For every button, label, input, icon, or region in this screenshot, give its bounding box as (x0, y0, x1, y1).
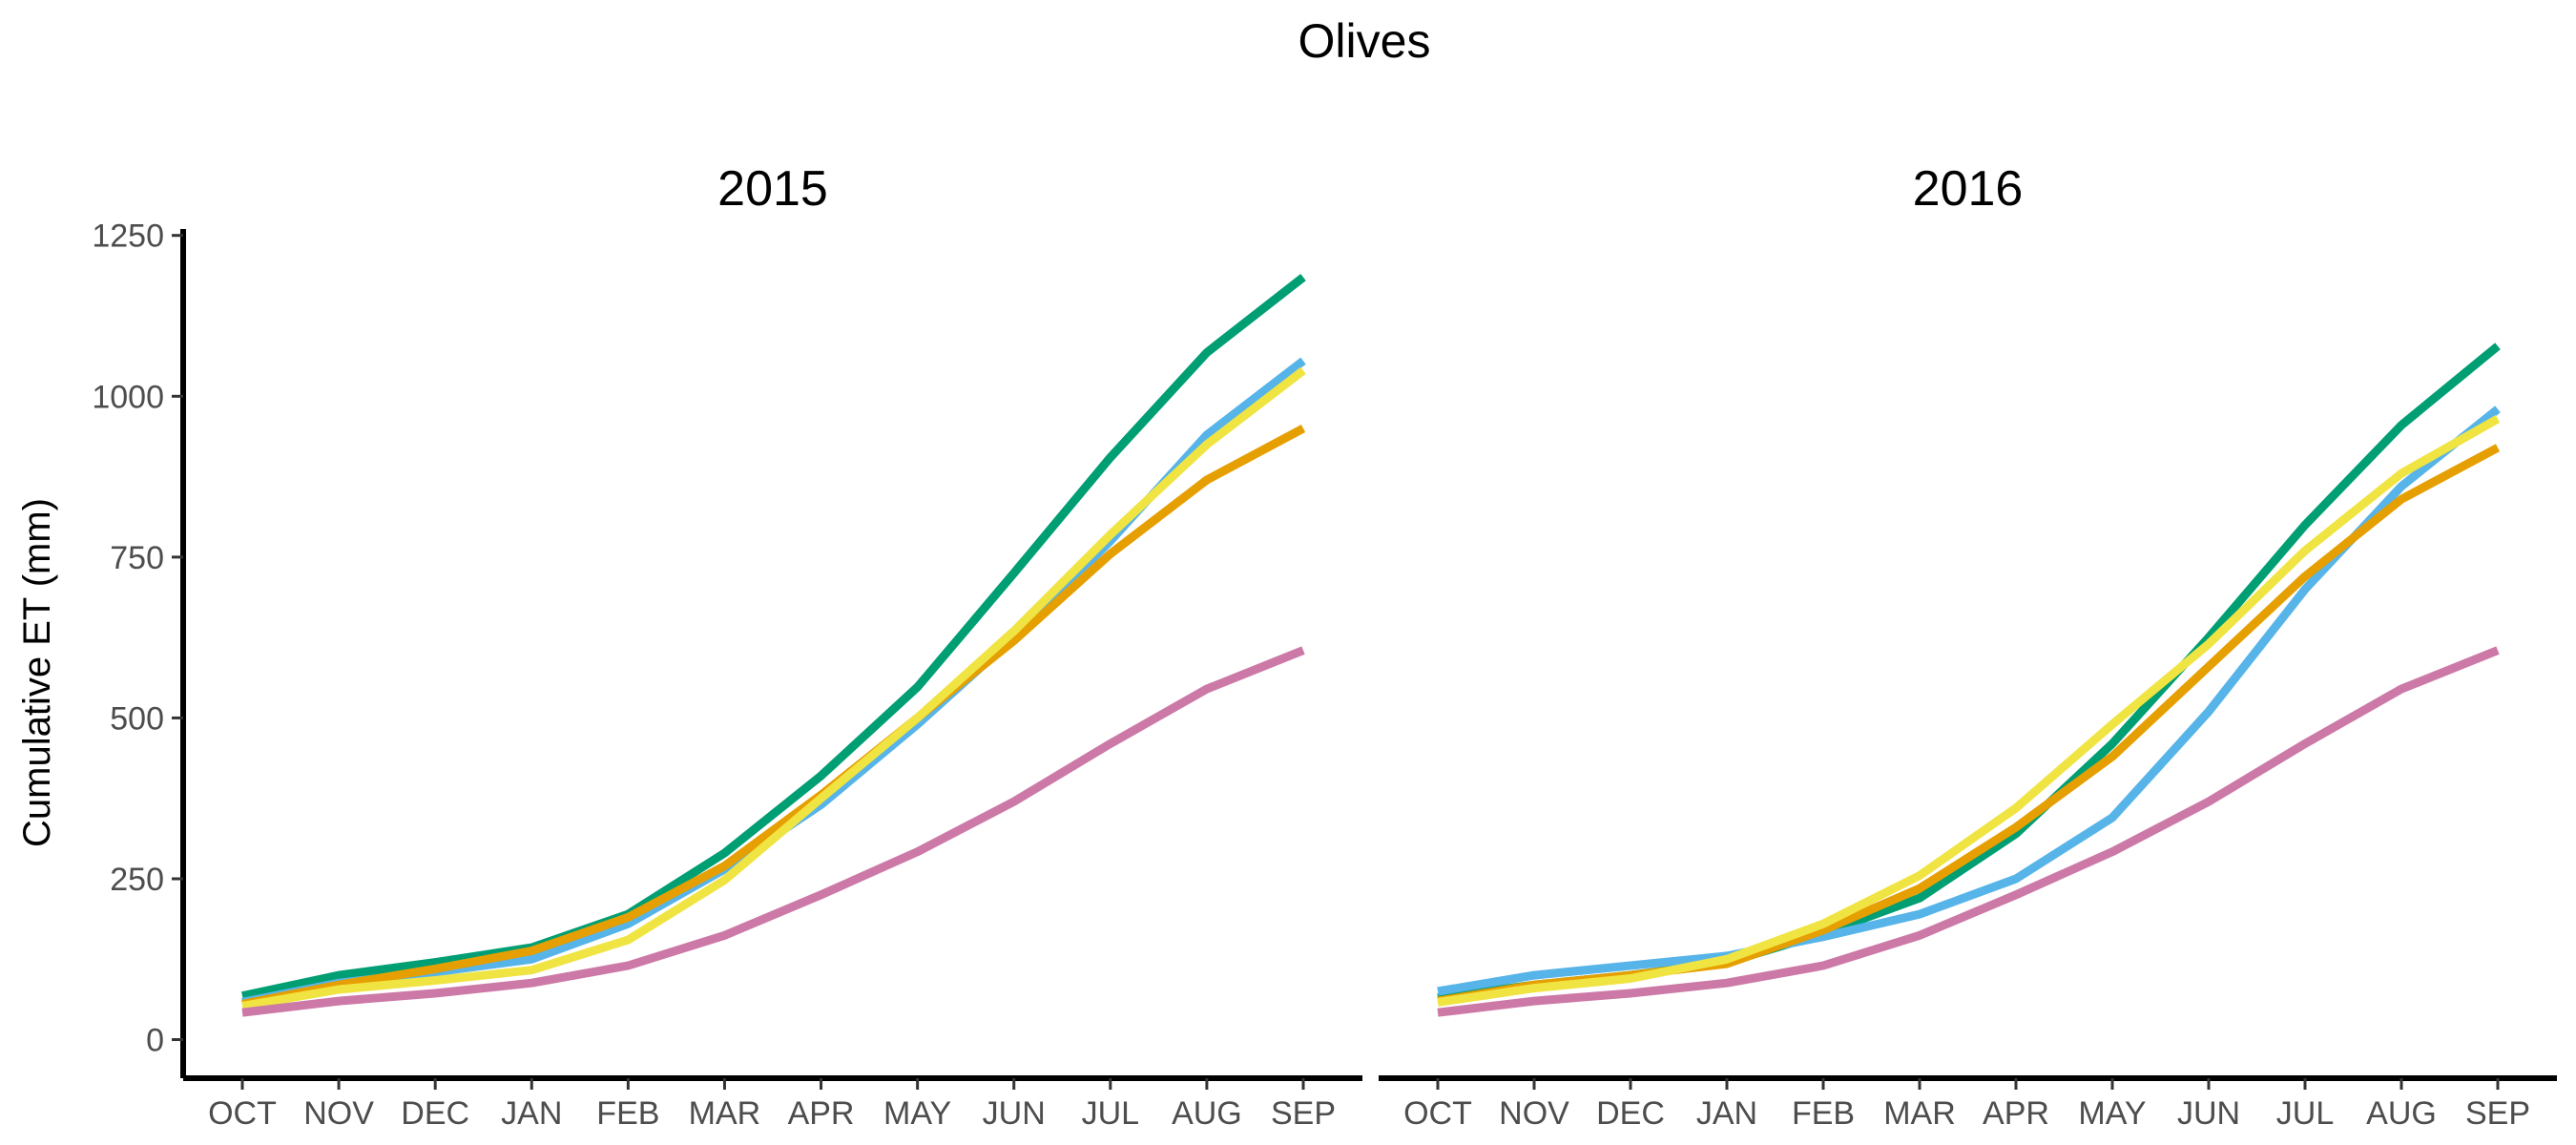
x-tick-label: APR (788, 1095, 855, 1132)
x-tick-label: MAY (2078, 1095, 2146, 1132)
chart-title: Olives (1298, 14, 1431, 68)
x-tick-label: FEB (1792, 1095, 1855, 1132)
series-line-4 (241, 366, 1306, 1010)
x-tick-label: MAR (689, 1095, 761, 1132)
panel-title: 2016 (1913, 161, 2024, 217)
x-tick-label: NOV (303, 1095, 374, 1132)
x-tick-label: JUN (983, 1095, 1046, 1132)
y-tick-label: 1250 (92, 219, 164, 255)
x-tick-label: DEC (1596, 1095, 1665, 1132)
x-tick-label: MAR (1883, 1095, 1956, 1132)
x-tick-label: JAN (1696, 1095, 1757, 1132)
series-line-3 (241, 425, 1306, 1009)
x-tick-label: NOV (1499, 1095, 1569, 1132)
series-line-4 (1437, 414, 2501, 1007)
series-line-2 (241, 357, 1306, 1007)
panel-2016: 2016 OCT NOV DEC JAN FEB MAR APR MAY JUN JUL AUG SEP (1379, 161, 2557, 1132)
x-tick-label: JUL (1082, 1095, 1139, 1132)
x-tick-label: SEP (1271, 1095, 1336, 1132)
x-tick-label: AUG (1172, 1095, 1242, 1132)
y-axis-label: Cumulative ET (mm) (16, 498, 58, 847)
x-tick-label: FEB (596, 1095, 659, 1132)
x-tick-label: AUG (2366, 1095, 2437, 1132)
series-line-2 (1437, 406, 2501, 996)
panel-2015: 2015 0 250 500 750 1000 1250 OCT NOV DEC JAN FEB MAR… (92, 161, 1362, 1132)
series-line-5 (241, 646, 1305, 1017)
y-tick-label: 500 (110, 700, 164, 737)
panel-title: 2015 (717, 161, 828, 217)
x-tick-label: JAN (501, 1095, 562, 1132)
y-tick-label: 250 (110, 862, 164, 898)
x-tick-label: MAY (883, 1095, 951, 1132)
x-tick-label: OCT (1403, 1095, 1472, 1132)
y-tick-label: 0 (146, 1023, 164, 1059)
x-tick-label: DEC (401, 1095, 469, 1132)
y-tick-label: 1000 (92, 379, 164, 415)
chart-panels: 2015 0 250 500 750 1000 1250 OCT NOV DEC JAN FEB MAR… (92, 161, 2557, 1132)
x-tick-label: OCT (208, 1095, 277, 1132)
x-tick-label: JUL (2276, 1095, 2334, 1132)
y-tick-label: 750 (110, 540, 164, 576)
x-tick-label: APR (1983, 1095, 2049, 1132)
x-tick-label: SEP (2465, 1095, 2530, 1132)
series-line-1 (241, 274, 1306, 1001)
series-line-5 (1437, 646, 2500, 1017)
x-tick-label: JUN (2177, 1095, 2240, 1132)
